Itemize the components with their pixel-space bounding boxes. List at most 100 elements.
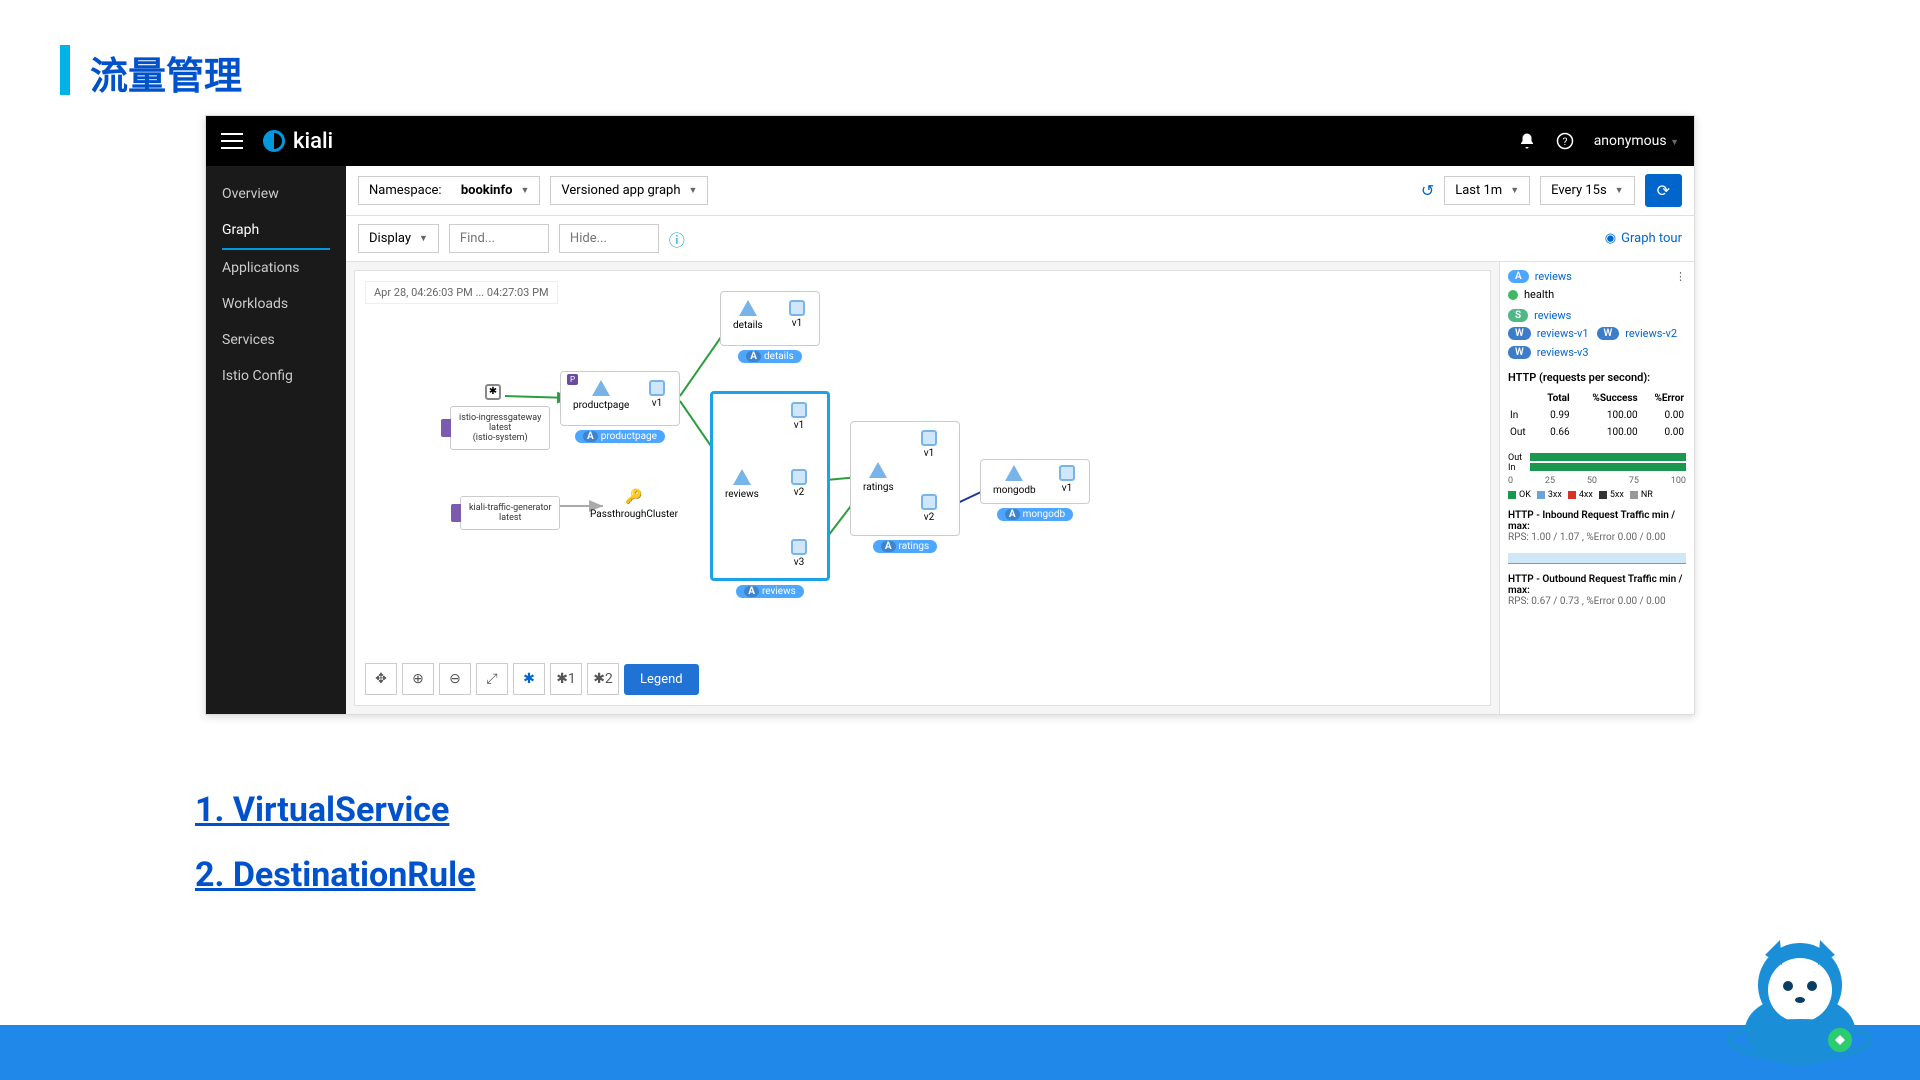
version-node[interactable] [921,430,937,446]
kebab-icon[interactable]: ⋮ [1675,270,1686,283]
graph-tour-link[interactable]: ◉ Graph tour [1605,231,1682,246]
user-menu[interactable]: anonymous ▼ [1594,133,1679,149]
layout-3-button[interactable]: ✱2 [587,663,619,695]
sidebar-item-istio-config[interactable]: Istio Config [206,358,346,394]
graph-canvas[interactable]: Apr 28, 04:26:03 PM ... 04:27:03 PM ✱ ist… [354,270,1491,706]
inbound-sparkline [1508,546,1686,564]
out-bar [1530,453,1686,461]
passthrough-node[interactable]: 🔑PassthroughCluster [590,489,678,520]
canvas-toolbar: ✥ ⊕ ⊖ ⤢ ✱ ✱1 ✱2 Legend [365,663,699,695]
version-node[interactable] [649,380,665,396]
workload-link[interactable]: reviews-v1 [1537,327,1589,340]
app-badge: A [1508,270,1529,283]
in-bar [1530,463,1686,471]
info-icon[interactable]: ⓘ [669,227,685,251]
hamburger-icon[interactable] [221,133,243,149]
health-dot-icon [1508,290,1518,300]
app-node-reviews[interactable]: reviewsv1v2v3 [710,391,830,581]
app-badge-label: Areviews [736,585,804,598]
service-icon [869,462,887,478]
graph-type-select[interactable]: Versioned app graph ▼ [550,176,708,205]
kiali-screenshot: kiali ? anonymous ▼ OverviewGraphApplica… [205,115,1695,715]
sidebar-nav: OverviewGraphApplicationsWorkloadsServic… [206,166,346,714]
title-accent-bar [60,45,70,95]
version-node[interactable] [921,494,937,510]
legend-button[interactable]: Legend [624,664,699,695]
workload-link[interactable]: reviews-v3 [1537,346,1589,359]
workload-badge: W [1508,327,1531,340]
namespace-select[interactable]: Namespace: bookinfo ▼ [358,176,540,205]
graph-timestamp: Apr 28, 04:26:03 PM ... 04:27:03 PM [365,281,558,304]
app-badge-label: Adetails [738,350,801,363]
entry-node[interactable]: ✱ [485,384,501,400]
sidebar-item-applications[interactable]: Applications [206,250,346,286]
svg-text:CLOUDWEGO: CLOUDWEGO [1773,1055,1827,1065]
version-node[interactable] [1059,465,1075,481]
refresh-interval-select[interactable]: Every 15s ▼ [1540,176,1634,205]
version-node[interactable] [791,469,807,485]
inbound-sub: RPS: 1.00 / 1.07 , %Error 0.00 / 0.00 [1508,532,1686,543]
app-header: kiali ? anonymous ▼ [206,116,1694,166]
sidebar-item-overview[interactable]: Overview [206,176,346,212]
cloudwego-mascot-icon: CLOUDWEGO [1720,910,1880,1070]
app-node-mongodb[interactable]: mongodbv1 [980,459,1090,504]
source-node[interactable]: istio-ingressgatewaylatest(istio-system) [450,406,550,450]
sidebar-item-workloads[interactable]: Workloads [206,286,346,322]
bar-legend: OK3xx4xx5xxNR [1508,490,1686,500]
service-icon [1005,465,1023,481]
time-range-select[interactable]: Last 1m ▼ [1444,176,1530,205]
service-badge: S [1508,309,1528,322]
help-icon[interactable]: ? [1556,132,1574,150]
sidebar-item-graph[interactable]: Graph [222,212,330,250]
fit-button[interactable]: ⤢ [476,663,508,695]
toolbar-secondary: Display ▼ ⓘ ◉ Graph tour [346,216,1694,262]
inbound-title: HTTP - Inbound Request Traffic min / max… [1508,510,1686,532]
toolbar-primary: Namespace: bookinfo ▼ Versioned app grap… [346,166,1694,216]
doc-link[interactable]: 1. VirtualService [195,790,475,830]
zoom-out-button[interactable]: ⊖ [439,663,471,695]
source-node[interactable]: kiali-traffic-generatorlatest [460,496,560,530]
health-label: health [1524,288,1554,301]
kiali-logo-icon [263,130,285,152]
workload-badge: W [1508,346,1531,359]
layout-2-button[interactable]: ✱1 [550,663,582,695]
http-section-title: HTTP (requests per second): [1508,371,1686,384]
service-link[interactable]: reviews [1534,309,1571,322]
version-node[interactable] [791,539,807,555]
svg-text:?: ? [1562,135,1567,148]
details-panel: Hide A reviews ⋮ health S reviews Wrevie… [1499,262,1694,714]
brand-text: kiali [293,129,333,154]
workload-link[interactable]: reviews-v2 [1625,327,1677,340]
zoom-in-button[interactable]: ⊕ [402,663,434,695]
doc-link[interactable]: 2. DestinationRule [195,855,475,895]
refresh-button[interactable]: ⟳ [1645,174,1682,207]
bar-out-label: Out [1508,453,1526,463]
version-node[interactable] [791,402,807,418]
layout-1-button[interactable]: ✱ [513,663,545,695]
outbound-title: HTTP - Outbound Request Traffic min / ma… [1508,574,1686,596]
app-badge-label: Aproductpage [575,430,665,443]
service-icon [733,469,751,485]
bar-axis: 0255075100 [1508,476,1686,486]
bell-icon[interactable] [1518,132,1536,150]
bar-in-label: In [1508,463,1526,473]
app-badge-label: Amongodb [997,508,1073,521]
workload-badge: W [1597,327,1620,340]
slide-title: 流量管理 [90,45,242,100]
app-link[interactable]: reviews [1535,270,1572,283]
drag-button[interactable]: ✥ [365,663,397,695]
hide-input[interactable] [559,224,659,253]
history-icon[interactable]: ↺ [1421,181,1434,200]
display-select[interactable]: Display ▼ [358,224,439,253]
app-badge-label: Aratings [873,540,937,553]
slide-footer-bar [0,1025,1920,1080]
app-node-ratings[interactable]: ratingsv1v2 [850,421,960,536]
app-node-productpage[interactable]: Pproductpagev1 [560,371,680,426]
sidebar-item-services[interactable]: Services [206,322,346,358]
version-node[interactable] [789,300,805,316]
http-stats-table: Total%Success%ErrorIn0.99100.000.00Out0.… [1508,390,1686,441]
service-icon [739,300,757,316]
find-input[interactable] [449,224,549,253]
app-node-details[interactable]: detailsv1 [720,291,820,346]
service-icon [592,380,610,396]
